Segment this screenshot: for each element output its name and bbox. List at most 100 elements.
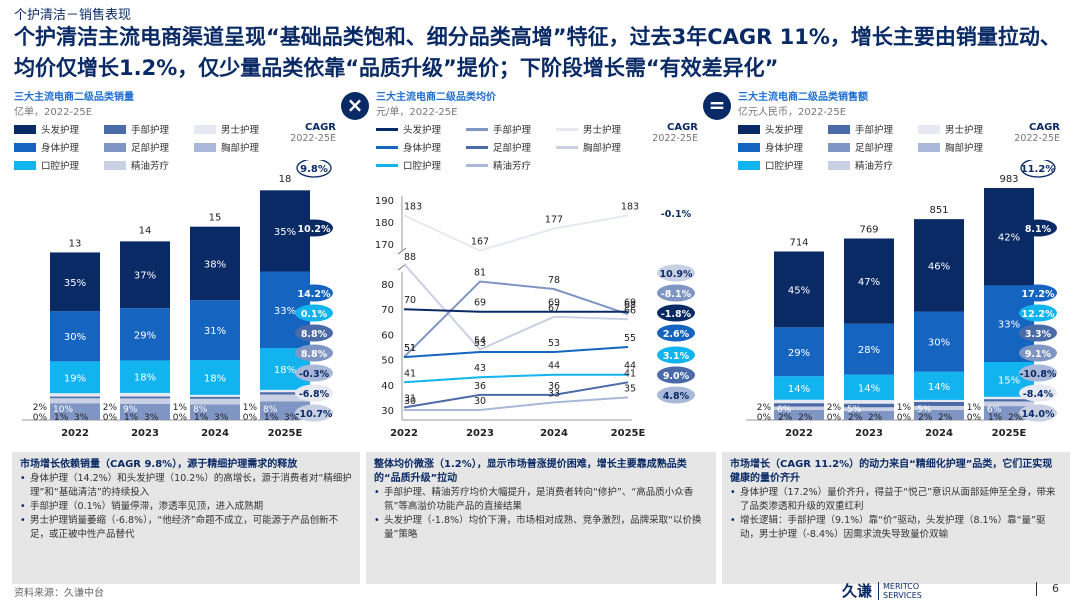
cagr-value: 12.2% (1022, 309, 1055, 320)
cagr-value: 8.8% (301, 349, 328, 360)
page-number: 6 (1052, 582, 1059, 595)
chart-subtitle: 亿元人民币，2022-25E (738, 107, 847, 118)
segment-label: 31% (204, 326, 226, 337)
cagr-value: -10.7% (296, 409, 333, 420)
series-line (403, 346, 629, 359)
cagr-badge-bg (1019, 404, 1057, 422)
legend: 头发护理 手部护理 男士护理 身体护理 足部护理 胸部护理 口腔护理 精油芳疗 (14, 120, 284, 174)
cagr-badge: 2.6% (657, 324, 695, 342)
legend-label: 身体护理 (403, 143, 442, 154)
bar-segment (774, 399, 824, 404)
bar-segment (50, 393, 100, 397)
segment-label: 19% (64, 373, 86, 384)
small-label: 1% (54, 413, 69, 423)
category-label: 2023 (855, 428, 883, 439)
cagr-value: 9.1% (1025, 349, 1052, 360)
bar-segment (774, 409, 824, 420)
small-label: 0% (103, 413, 118, 423)
small-label: 1% (967, 403, 982, 413)
total-label: 769 (859, 225, 878, 236)
cagr-badge-bg (657, 264, 695, 282)
bar-segment (984, 188, 1034, 286)
note-bullet: 身体护理（17.2%）量价齐升，得益于“悦己”意识从面部延伸至全身，带来了品类渗… (730, 486, 1062, 514)
category-label: 2024 (540, 428, 568, 439)
point-label: 30 (404, 396, 416, 407)
point-label: 167 (471, 237, 489, 248)
point-label: 66 (624, 305, 636, 316)
note-list: 手部护理、精油芳疗均价大幅提升，是消费者转向“修护”、“高品质小众香氛”等高溢价… (374, 486, 708, 542)
logo-en-1: MERITCO (883, 581, 920, 591)
chart-subtitle: 元/单，2022-25E (376, 107, 458, 118)
y-tick: 40 (381, 381, 394, 392)
category-label: 2024 (925, 428, 953, 439)
cagr-value: -6.8% (299, 389, 330, 400)
cagr-badge: -0.3% (295, 364, 333, 382)
cagr-value: -1.8% (661, 309, 692, 320)
point-label: 70 (404, 295, 416, 306)
point-label: 36 (474, 381, 486, 392)
point-label: 41 (624, 368, 636, 379)
legend-swatch (828, 142, 850, 152)
small-label: 8% (263, 405, 278, 415)
bar-segment (120, 360, 170, 393)
bar-segment (914, 405, 964, 410)
cagr-badge: -0.1% (657, 204, 695, 222)
legend-swatch (466, 145, 488, 149)
segment-label: 14% (788, 384, 810, 395)
bar-segment (50, 396, 100, 399)
legend-swatch (918, 142, 940, 152)
cagr-total-badge: 9.8% (296, 160, 332, 178)
legend-item: 手部护理 (104, 120, 194, 138)
small-label: 3% (144, 413, 159, 423)
cagr-total: 9.8% (300, 164, 328, 175)
small-label: 6% (987, 405, 1002, 415)
y-tick: 180 (375, 218, 394, 229)
small-label: 3% (284, 413, 299, 423)
bar-segment (914, 219, 964, 312)
bar-segment (914, 409, 964, 420)
legend-label: 头发护理 (41, 125, 80, 136)
total-label: 983 (999, 174, 1018, 185)
note-bullet: 手部护理（0.1%）销量停滞，渗透率见顶，进入成熟期 (20, 500, 352, 514)
note-bullet: 增长逻辑：手部护理（9.1%）靠“价”驱动，头发护理（8.1%）靠“量”驱动，男… (730, 514, 1062, 542)
bar-segment (774, 403, 824, 407)
cagr-value: -10.8% (1020, 369, 1057, 380)
legend-swatch (104, 160, 126, 170)
point-label: 68 (624, 300, 636, 311)
cagr-badge-bg (295, 364, 333, 382)
legend-item: 胸部护理 (556, 138, 646, 156)
bar-segment (914, 371, 964, 400)
bar-segment (914, 399, 964, 402)
legend-label: 胸部护理 (583, 143, 622, 154)
bar-segment (914, 401, 964, 406)
legend-swatch (466, 163, 488, 167)
category-label: 2022 (61, 428, 89, 439)
note-list: 身体护理（14.2%）和头发护理（10.2%）的高增长，源于消费者对“精细护理”… (20, 472, 352, 542)
segment-label: 35% (274, 227, 296, 238)
point-label: 177 (545, 215, 563, 226)
legend-item: 头发护理 (738, 120, 828, 138)
cagr-badge: 14.2% (295, 284, 333, 302)
legend-label: 精油芳疗 (855, 161, 894, 172)
legend-swatch (738, 160, 760, 170)
bar-segment (190, 226, 240, 301)
bar-segment (984, 396, 1034, 400)
cagr-value: 10.2% (298, 224, 331, 235)
bar-segment (50, 403, 100, 420)
legend-item: 口腔护理 (376, 156, 466, 174)
logo-cn: 久谦 (842, 582, 873, 600)
bar-segment (844, 407, 894, 411)
legend-label: 男士护理 (945, 125, 984, 136)
series-line (403, 308, 628, 313)
segment-label: 37% (134, 271, 156, 282)
legend-label: 身体护理 (765, 143, 804, 154)
company-logo: 久谦 MERITCO SERVICES (842, 580, 922, 601)
legend-label: 足部护理 (131, 143, 170, 154)
legend-item: 精油芳疗 (828, 156, 918, 174)
cagr-badge-bg (295, 304, 333, 322)
legend-label: 男士护理 (583, 125, 622, 136)
small-label: 0% (173, 413, 188, 423)
legend-swatch (738, 142, 760, 152)
legend-item: 口腔护理 (738, 156, 828, 174)
